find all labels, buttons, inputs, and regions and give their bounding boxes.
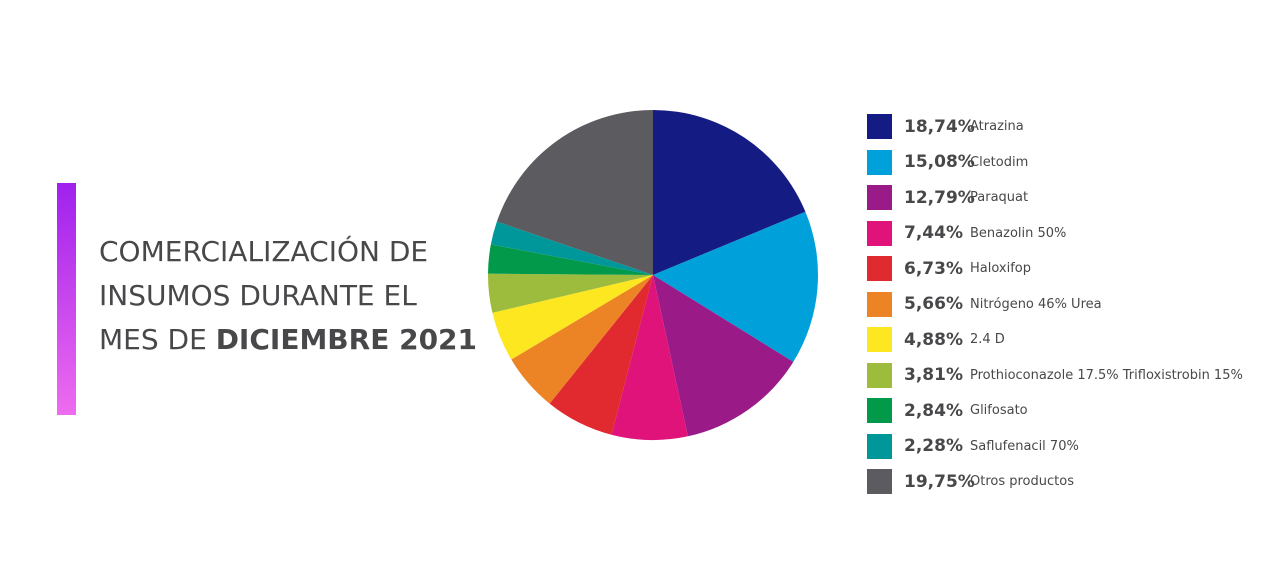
- legend-percent: 3,81%: [904, 365, 963, 386]
- legend-label: Atrazina: [970, 119, 1024, 135]
- legend-label: Saflufenacil 70%: [970, 438, 1079, 454]
- legend-swatch: [867, 398, 892, 424]
- legend-label: Otros productos: [970, 474, 1074, 490]
- legend-swatch: [867, 291, 892, 317]
- title-line-1: COMERCIALIZACIÓN DE: [99, 235, 429, 268]
- pie-slice-7: [488, 273, 653, 313]
- legend-label: Nitrógeno 46% Urea: [970, 296, 1102, 312]
- pie-slice-3: [611, 275, 688, 441]
- pie-slice-9: [490, 221, 653, 275]
- legend-percent: 2,84%: [904, 400, 963, 421]
- title-line-3-bold: DICIEMBRE 2021: [215, 323, 478, 356]
- legend-swatch: [867, 433, 892, 459]
- legend-percent: 12,79%: [904, 187, 975, 208]
- legend-item-9: 2,28% Saflufenacil 70%: [867, 429, 1243, 465]
- legend-label: Cletodim: [970, 154, 1029, 170]
- legend-label: Prothioconazole 17.5% Trifloxistrobin 15…: [970, 367, 1243, 383]
- pie-slice-1: [653, 211, 819, 362]
- title-line-3: MES DE DICIEMBRE 2021: [99, 318, 477, 362]
- legend-item-5: 5,66% Nitrógeno 46% Urea: [867, 287, 1243, 323]
- accent-bar: [57, 183, 76, 415]
- legend-item-8: 2,84% Glifosato: [867, 393, 1243, 429]
- legend-swatch: [867, 185, 892, 211]
- legend-percent: 18,74%: [904, 116, 975, 137]
- legend-label: Haloxifop: [970, 261, 1031, 277]
- pie-chart: [488, 110, 819, 441]
- legend-percent: 5,66%: [904, 294, 963, 315]
- legend-percent: 15,08%: [904, 152, 975, 173]
- legend-percent: 19,75%: [904, 471, 975, 492]
- legend-swatch: [867, 469, 892, 495]
- legend-percent: 6,73%: [904, 258, 963, 279]
- legend-swatch: [867, 256, 892, 282]
- legend: 18,74% Atrazina 15,08% Cletodim 12,79% Paraqu…: [867, 109, 1243, 500]
- legend-label: Benazolin 50%: [970, 225, 1067, 241]
- legend-item-4: 6,73% Haloxifop: [867, 251, 1243, 287]
- pie-slice-5: [511, 275, 653, 404]
- legend-item-10: 19,75% Otros productos: [867, 464, 1243, 500]
- legend-item-7: 3,81% Prothioconazole 17.5% Trifloxistrob…: [867, 358, 1243, 394]
- chart-title: COMERCIALIZACIÓN DE INSUMOS DURANTE EL M…: [99, 230, 477, 362]
- legend-label: 2.4 D: [970, 332, 1005, 348]
- pie-slice-8: [488, 244, 653, 275]
- title-line-2: INSUMOS DURANTE EL: [99, 279, 417, 312]
- legend-swatch: [867, 220, 892, 246]
- legend-percent: 7,44%: [904, 223, 963, 244]
- legend-item-6: 4,88% 2.4 D: [867, 322, 1243, 358]
- legend-item-3: 7,44% Benazolin 50%: [867, 216, 1243, 252]
- legend-swatch: [867, 114, 892, 140]
- pie-slice-2: [653, 275, 794, 437]
- pie-slice-4: [549, 275, 653, 435]
- legend-item-1: 15,08% Cletodim: [867, 145, 1243, 181]
- legend-swatch: [867, 327, 892, 353]
- legend-label: Glifosato: [970, 403, 1028, 419]
- pie-slice-10: [496, 110, 653, 275]
- legend-label: Paraquat: [970, 190, 1029, 206]
- legend-swatch: [867, 362, 892, 388]
- pie-slice-0: [653, 110, 806, 275]
- legend-item-2: 12,79% Paraquat: [867, 180, 1243, 216]
- title-line-3-prefix: MES DE: [99, 323, 216, 356]
- legend-percent: 2,28%: [904, 436, 963, 457]
- legend-percent: 4,88%: [904, 329, 963, 350]
- legend-swatch: [867, 149, 892, 175]
- legend-item-0: 18,74% Atrazina: [867, 109, 1243, 145]
- pie-slice-6: [492, 275, 653, 360]
